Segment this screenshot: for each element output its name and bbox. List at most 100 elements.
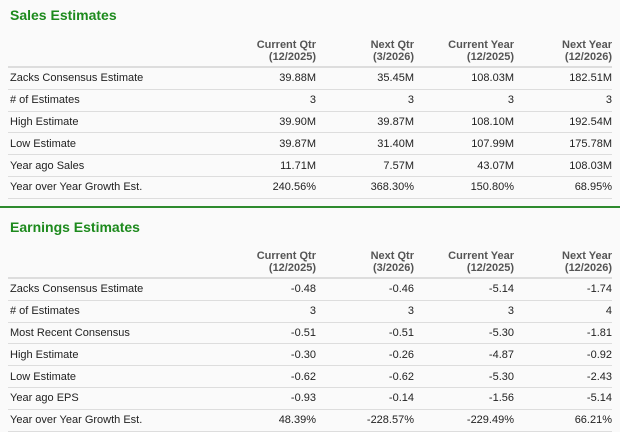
table-row: Zacks Consensus Estimate 39.88M 35.45M 108.… [8,67,612,90]
cell-value: -2.43 [514,365,612,388]
cell-value: -0.51 [218,322,316,345]
column-title: Current Qtr [256,39,316,51]
column-title: Next Qtr [370,250,414,262]
cell-value: -0.62 [316,365,414,388]
cell-value: -4.87 [414,343,514,367]
row-label: High Estimate [8,111,218,134]
row-label: Year over Year Growth Est. [8,409,218,432]
column-period: (12/2026) [564,51,612,63]
cell-value: 39.87M [218,132,316,156]
cell-value: 11.71M [218,154,316,177]
cell-value: 31.40M [316,132,414,156]
column-title: Current Year [448,39,514,51]
cell-value: 3 [414,89,514,112]
cell-value: 3 [514,89,612,112]
cell-value: 150.80% [414,176,514,199]
cell-value: 108.03M [414,67,514,90]
cell-value: -1.74 [514,278,612,301]
column-period: (12/2026) [564,262,612,274]
column-period: (3/2026) [373,51,414,63]
cell-value: -5.14 [414,278,514,301]
column-header: Current Year (12/2025) [414,33,514,68]
cell-value: 108.03M [514,154,612,177]
row-label: Year ago EPS [8,387,218,410]
table-row: Zacks Consensus Estimate -0.48 -0.46 -5.14-… [8,278,612,301]
column-header: Current Year (12/2025) [414,244,514,279]
cell-value: 66.21% [514,409,612,432]
table-row: High Estimate -0.30 -0.26 -4.87 -0.92 [8,343,612,367]
cell-value: -5.30 [414,322,514,345]
cell-value: -0.93 [218,387,316,410]
column-title: Current Year [448,250,514,262]
table-row: Year over Year Growth Est. 48.39% -228.57%… [8,409,612,432]
column-header: Next Qtr (3/2026) [316,33,414,68]
row-label: Year ago Sales [8,154,218,177]
sales-estimates-table: Current Qtr (12/2025) Next Qtr (3/2026) Curr… [8,33,612,199]
row-label: Year over Year Growth Est. [8,176,218,199]
column-header: Next Year (12/2026) [514,33,612,68]
column-title: Next Year [562,250,612,262]
row-label: Low Estimate [8,365,218,388]
column-period: (12/2025) [268,51,316,63]
table-row: Year ago Sales 11.71M 7.57M 43.07M 108.03M [8,154,612,177]
table-row: Year over Year Growth Est. 240.56% 368.30%… [8,176,612,199]
cell-value: -0.62 [218,365,316,388]
cell-value: 182.51M [514,67,612,90]
column-header: Next Qtr (3/2026) [316,244,414,279]
cell-value: -0.92 [514,343,612,367]
table-row: High Estimate 39.90M 39.87M 108.10M 192.54M [8,111,612,134]
column-period: (12/2025) [466,262,514,274]
cell-value: 4 [514,300,612,323]
cell-value: 192.54M [514,111,612,134]
cell-value: 3 [414,300,514,323]
row-label: Zacks Consensus Estimate [8,278,218,301]
section-title: Earnings Estimates [10,219,140,235]
cell-value: 175.78M [514,132,612,156]
cell-value: -229.49% [414,409,514,432]
table-row: Low Estimate 39.87M 31.40M 107.99M 175.78M [8,132,612,156]
row-label: # of Estimates [8,89,218,112]
column-period: (12/2025) [466,51,514,63]
column-title: Next Qtr [370,39,414,51]
cell-value: 240.56% [218,176,316,199]
cell-value: 35.45M [316,67,414,90]
cell-value: -0.46 [316,278,414,301]
row-label: Most Recent Consensus [8,322,218,345]
column-title: Next Year [562,39,612,51]
cell-value: -0.48 [218,278,316,301]
column-header: Current Qtr (12/2025) [218,33,316,68]
column-title: Current Qtr [256,250,316,262]
cell-value: 68.95% [514,176,612,199]
cell-value: -5.14 [514,387,612,410]
section-title: Sales Estimates [10,7,117,23]
cell-value: 43.07M [414,154,514,177]
cell-value: -5.30 [414,365,514,388]
cell-value: 3 [218,300,316,323]
cell-value: 39.90M [218,111,316,134]
table-row: Low Estimate -0.62 -0.62 -5.30 -2.43 [8,365,612,388]
earnings-estimates-table: Current Qtr (12/2025) Next Qtr (3/2026) Curr… [8,244,612,432]
column-header: Current Qtr (12/2025) [218,244,316,279]
cell-value: 39.88M [218,67,316,90]
cell-value: 39.87M [316,111,414,134]
row-label: High Estimate [8,343,218,367]
column-period: (3/2026) [373,262,414,274]
cell-value: -228.57% [316,409,414,432]
cell-value: 108.10M [414,111,514,134]
earnings-estimates-section: Earnings Estimates Current Qtr (12/2025) N… [0,206,620,432]
header-blank [8,244,218,279]
column-header: Next Year (12/2026) [514,244,612,279]
row-label: # of Estimates [8,300,218,323]
cell-value: 368.30% [316,176,414,199]
cell-value: 3 [316,300,414,323]
cell-value: -1.81 [514,322,612,345]
cell-value: -0.26 [316,343,414,367]
cell-value: 7.57M [316,154,414,177]
cell-value: 3 [316,89,414,112]
table-header: Current Qtr (12/2025) Next Qtr (3/2026) Curr… [8,244,612,279]
table-row: Year ago EPS -0.93 -0.14 -1.56 -5.14 [8,387,612,410]
cell-value: 3 [218,89,316,112]
row-label: Low Estimate [8,132,218,156]
cell-value: -0.51 [316,322,414,345]
table-row: # of Estimates 3 3 3 3 [8,89,612,112]
